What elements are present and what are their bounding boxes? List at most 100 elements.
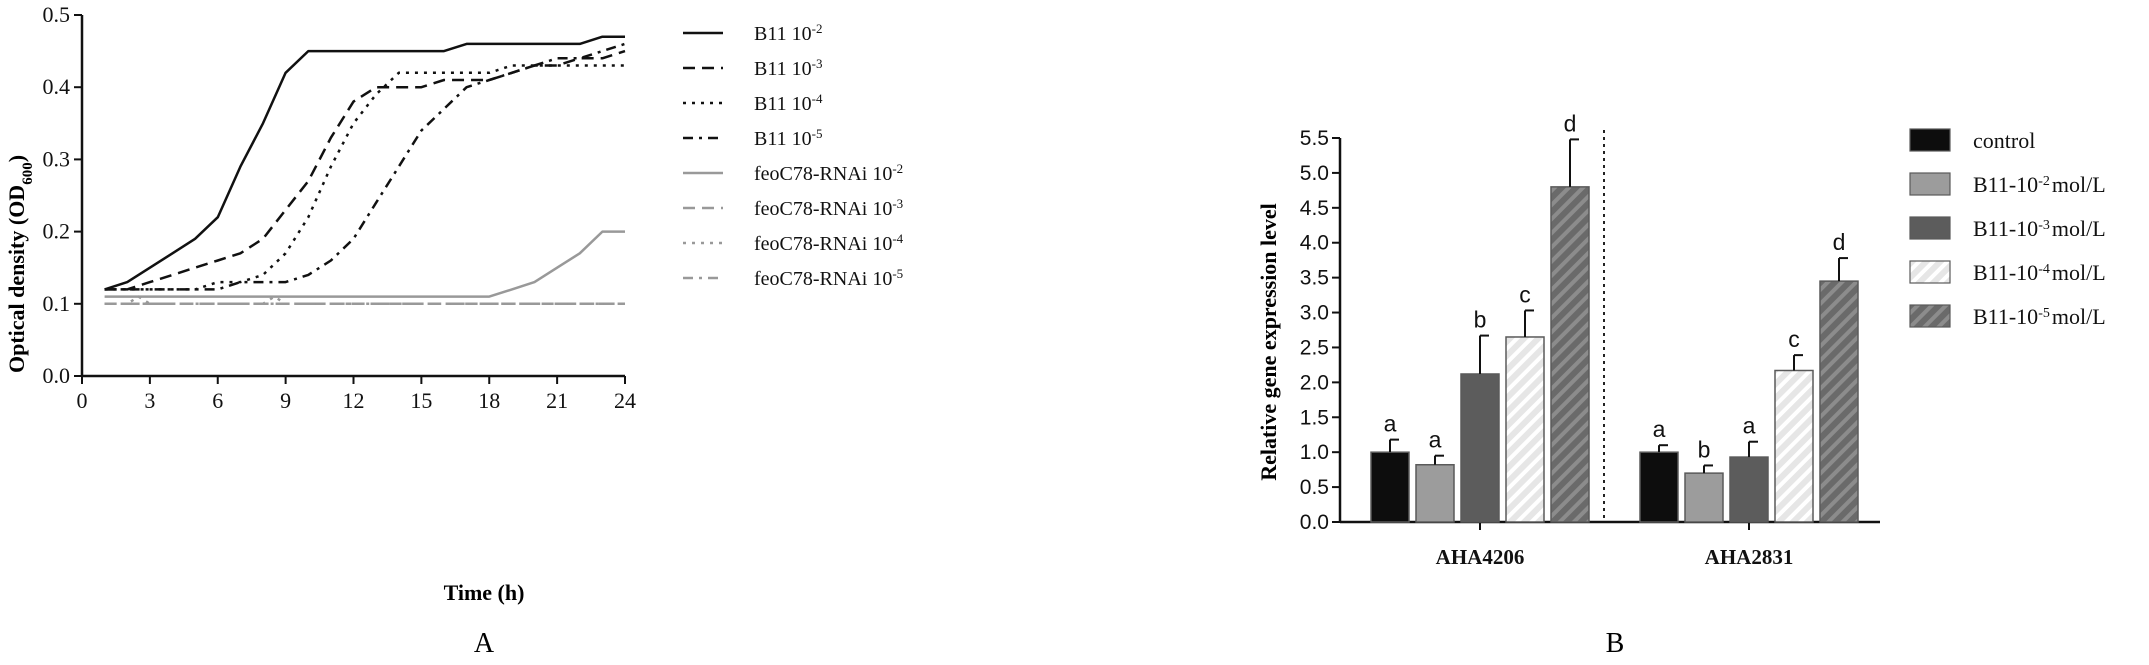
panel-b-y-tick-label: 4.5 <box>1300 197 1329 220</box>
panel-b-y-tick-label: 5.5 <box>1300 127 1329 150</box>
panel-b-y-tick-label: 1.0 <box>1300 441 1329 464</box>
panel-a-x-tick-label: 21 <box>546 388 568 413</box>
panel-a-legend-exponent: -3 <box>892 196 903 211</box>
panel-a-line-chart: 0.0 0.1 0.2 0.3 0.4 0.5 0 3 6 9 12 15 18 21 24 Time (h… <box>4 2 904 659</box>
panel-b-bar <box>1415 463 1455 523</box>
panel-b-y-tick-label: 0.0 <box>1300 511 1329 534</box>
panel-a-series-line <box>104 49 626 291</box>
panel-b-bar <box>1370 451 1410 523</box>
panel-a-legend-exponent: -4 <box>812 91 823 106</box>
panel-a-legend-exponent: -3 <box>812 56 823 71</box>
panel-a-x-axis-label: Time (h) <box>444 580 525 605</box>
panel-a-legend-text: feoC78-RNAi 10 <box>754 198 892 220</box>
panel-b-legend-exponent: -4 <box>2038 262 2050 277</box>
panel-b-y-tick-label: 0.5 <box>1300 476 1329 499</box>
panel-b-y-tick-label: 3.5 <box>1300 267 1329 290</box>
panel-b-significance-letter: b <box>1474 307 1487 333</box>
panel-b-significance-letter: c <box>1788 326 1800 352</box>
panel-a-legend-text: B11 10 <box>754 23 812 45</box>
panel-b-legend-unit: mol/L <box>2052 172 2106 197</box>
panel-b-y-axis-label: Relative gene expression level <box>1256 203 1281 481</box>
panel-a-legend-label: B11 10-4 <box>754 91 823 116</box>
panel-b-category-label: AHA4206 <box>1436 545 1525 569</box>
panel-a-legend-label: feoC78-RNAi 10-5 <box>754 266 903 291</box>
panel-a-label: A <box>474 628 495 659</box>
panel-a-legend-label: feoC78-RNAi 10-2 <box>754 161 903 186</box>
panel-a-x-tick-label: 24 <box>614 388 636 413</box>
panel-a-y-axis-label: Optical density (OD600) <box>4 155 36 373</box>
panel-a-legend-text: B11 10 <box>754 58 812 80</box>
panel-b-legend-text: B11-10 <box>1973 172 2038 197</box>
panel-a-y-tick-label: 0.2 <box>43 219 71 244</box>
panel-b-legend-label: B11-10-4mol/L <box>1973 260 2106 285</box>
panel-a-x-tick-label: 3 <box>144 388 155 413</box>
panel-a-x-tick-label: 9 <box>280 388 291 413</box>
panel-b-bar-chart: 0.0 0.5 1.0 1.5 2.0 2.5 3.0 3.5 4.0 4.5 5.0 5.5 AHA4… <box>1256 110 2106 659</box>
panel-b-bar <box>1505 336 1545 523</box>
panel-b-y-tick-label: 4.0 <box>1300 232 1329 255</box>
panel-a-legend-text: feoC78-RNAi 10 <box>754 268 892 290</box>
panel-a-legend-text: feoC78-RNAi 10 <box>754 233 892 255</box>
panel-b-y-tick-label: 2.5 <box>1300 336 1329 359</box>
panel-a-legend-label: B11 10-5 <box>754 126 822 151</box>
panel-a-series-line <box>104 35 625 291</box>
panel-a-legend-exponent: -5 <box>892 266 903 281</box>
panel-a-legend-exponent: -2 <box>892 161 903 176</box>
panel-b-legend-label: control <box>1973 128 2035 153</box>
panel-b-category-label: AHA2831 <box>1705 545 1794 569</box>
panel-b-significance-letter: b <box>1698 436 1711 462</box>
panel-b-bars: a a b c d a b a c d <box>1370 110 1859 523</box>
panel-b-label: B <box>1606 628 1625 659</box>
panel-b-legend-exponent: -3 <box>2038 218 2050 233</box>
panel-a-y-tick-label: 0.1 <box>43 291 71 316</box>
panel-b-bar <box>1819 280 1859 523</box>
panel-b-significance-letter: a <box>1653 416 1666 442</box>
panel-b-legend-text: B11-10 <box>1973 260 2038 285</box>
panel-a-legend-label: B11 10-3 <box>754 56 822 81</box>
panel-b-bar <box>1729 456 1769 523</box>
panel-b-significance-letter: d <box>1564 110 1577 136</box>
panel-a-legend-text: B11 10 <box>754 128 812 150</box>
panel-b-legend-swatch <box>1909 216 1951 240</box>
panel-b-significance-letter: c <box>1519 281 1531 307</box>
panel-b-legend-swatch <box>1909 260 1951 284</box>
panel-b-legend-text: B11-10 <box>1973 304 2038 329</box>
panel-a-legend-text: B11 10 <box>754 93 812 115</box>
panel-b-legend-unit: mol/L <box>2052 304 2106 329</box>
panel-a-legend-label: feoC78-RNAi 10-4 <box>754 231 904 256</box>
panel-a-legend-exponent: -4 <box>892 231 903 246</box>
panel-b-legend: controlB11-10-2mol/LB11-10-3mol/LB11-10-… <box>1909 128 2106 329</box>
panel-a-series <box>104 35 626 306</box>
panel-b-legend-exponent: -5 <box>2038 306 2050 321</box>
panel-b-y-tick-label: 3.0 <box>1300 302 1329 325</box>
panel-a-x-tick-label: 6 <box>212 388 223 413</box>
panel-a-y-tick-label: 0.3 <box>43 146 71 171</box>
panel-b-legend-unit: mol/L <box>2052 260 2106 285</box>
panel-b-significance-letter: a <box>1743 413 1756 439</box>
panel-b-legend-exponent: -2 <box>2038 174 2050 189</box>
panel-b-legend-swatch <box>1909 128 1951 152</box>
panel-b-legend-label: B11-10-5mol/L <box>1973 304 2106 329</box>
panel-b-y-tick-label: 2.0 <box>1300 371 1329 394</box>
panel-b-significance-letter: d <box>1833 229 1846 255</box>
panel-a-legend-label: B11 10-2 <box>754 21 822 46</box>
panel-b-legend-swatch <box>1909 304 1951 328</box>
panel-b-bar <box>1460 373 1500 523</box>
panel-b-bar <box>1684 472 1724 523</box>
panel-b-legend-swatch <box>1909 172 1951 196</box>
panel-b-bar <box>1639 451 1679 523</box>
panel-a-y-tick-label: 0.4 <box>43 74 71 99</box>
panel-b-legend-unit: mol/L <box>2052 216 2106 241</box>
panel-b-legend-label: B11-10-2mol/L <box>1973 172 2106 197</box>
panel-b-significance-letter: a <box>1429 427 1442 453</box>
panel-b-legend-text: B11-10 <box>1973 216 2038 241</box>
panel-a-series-line <box>104 64 625 291</box>
panel-b-y-tick-label: 5.0 <box>1300 162 1329 185</box>
panel-a-legend-exponent: -2 <box>812 21 823 36</box>
panel-a-legend-exponent: -5 <box>812 126 823 141</box>
panel-a-legend-label: feoC78-RNAi 10-3 <box>754 196 903 221</box>
panel-a-legend-text: feoC78-RNAi 10 <box>754 163 892 185</box>
panel-a-series-line <box>104 42 626 291</box>
panel-b-legend-label: B11-10-3mol/L <box>1973 216 2106 241</box>
